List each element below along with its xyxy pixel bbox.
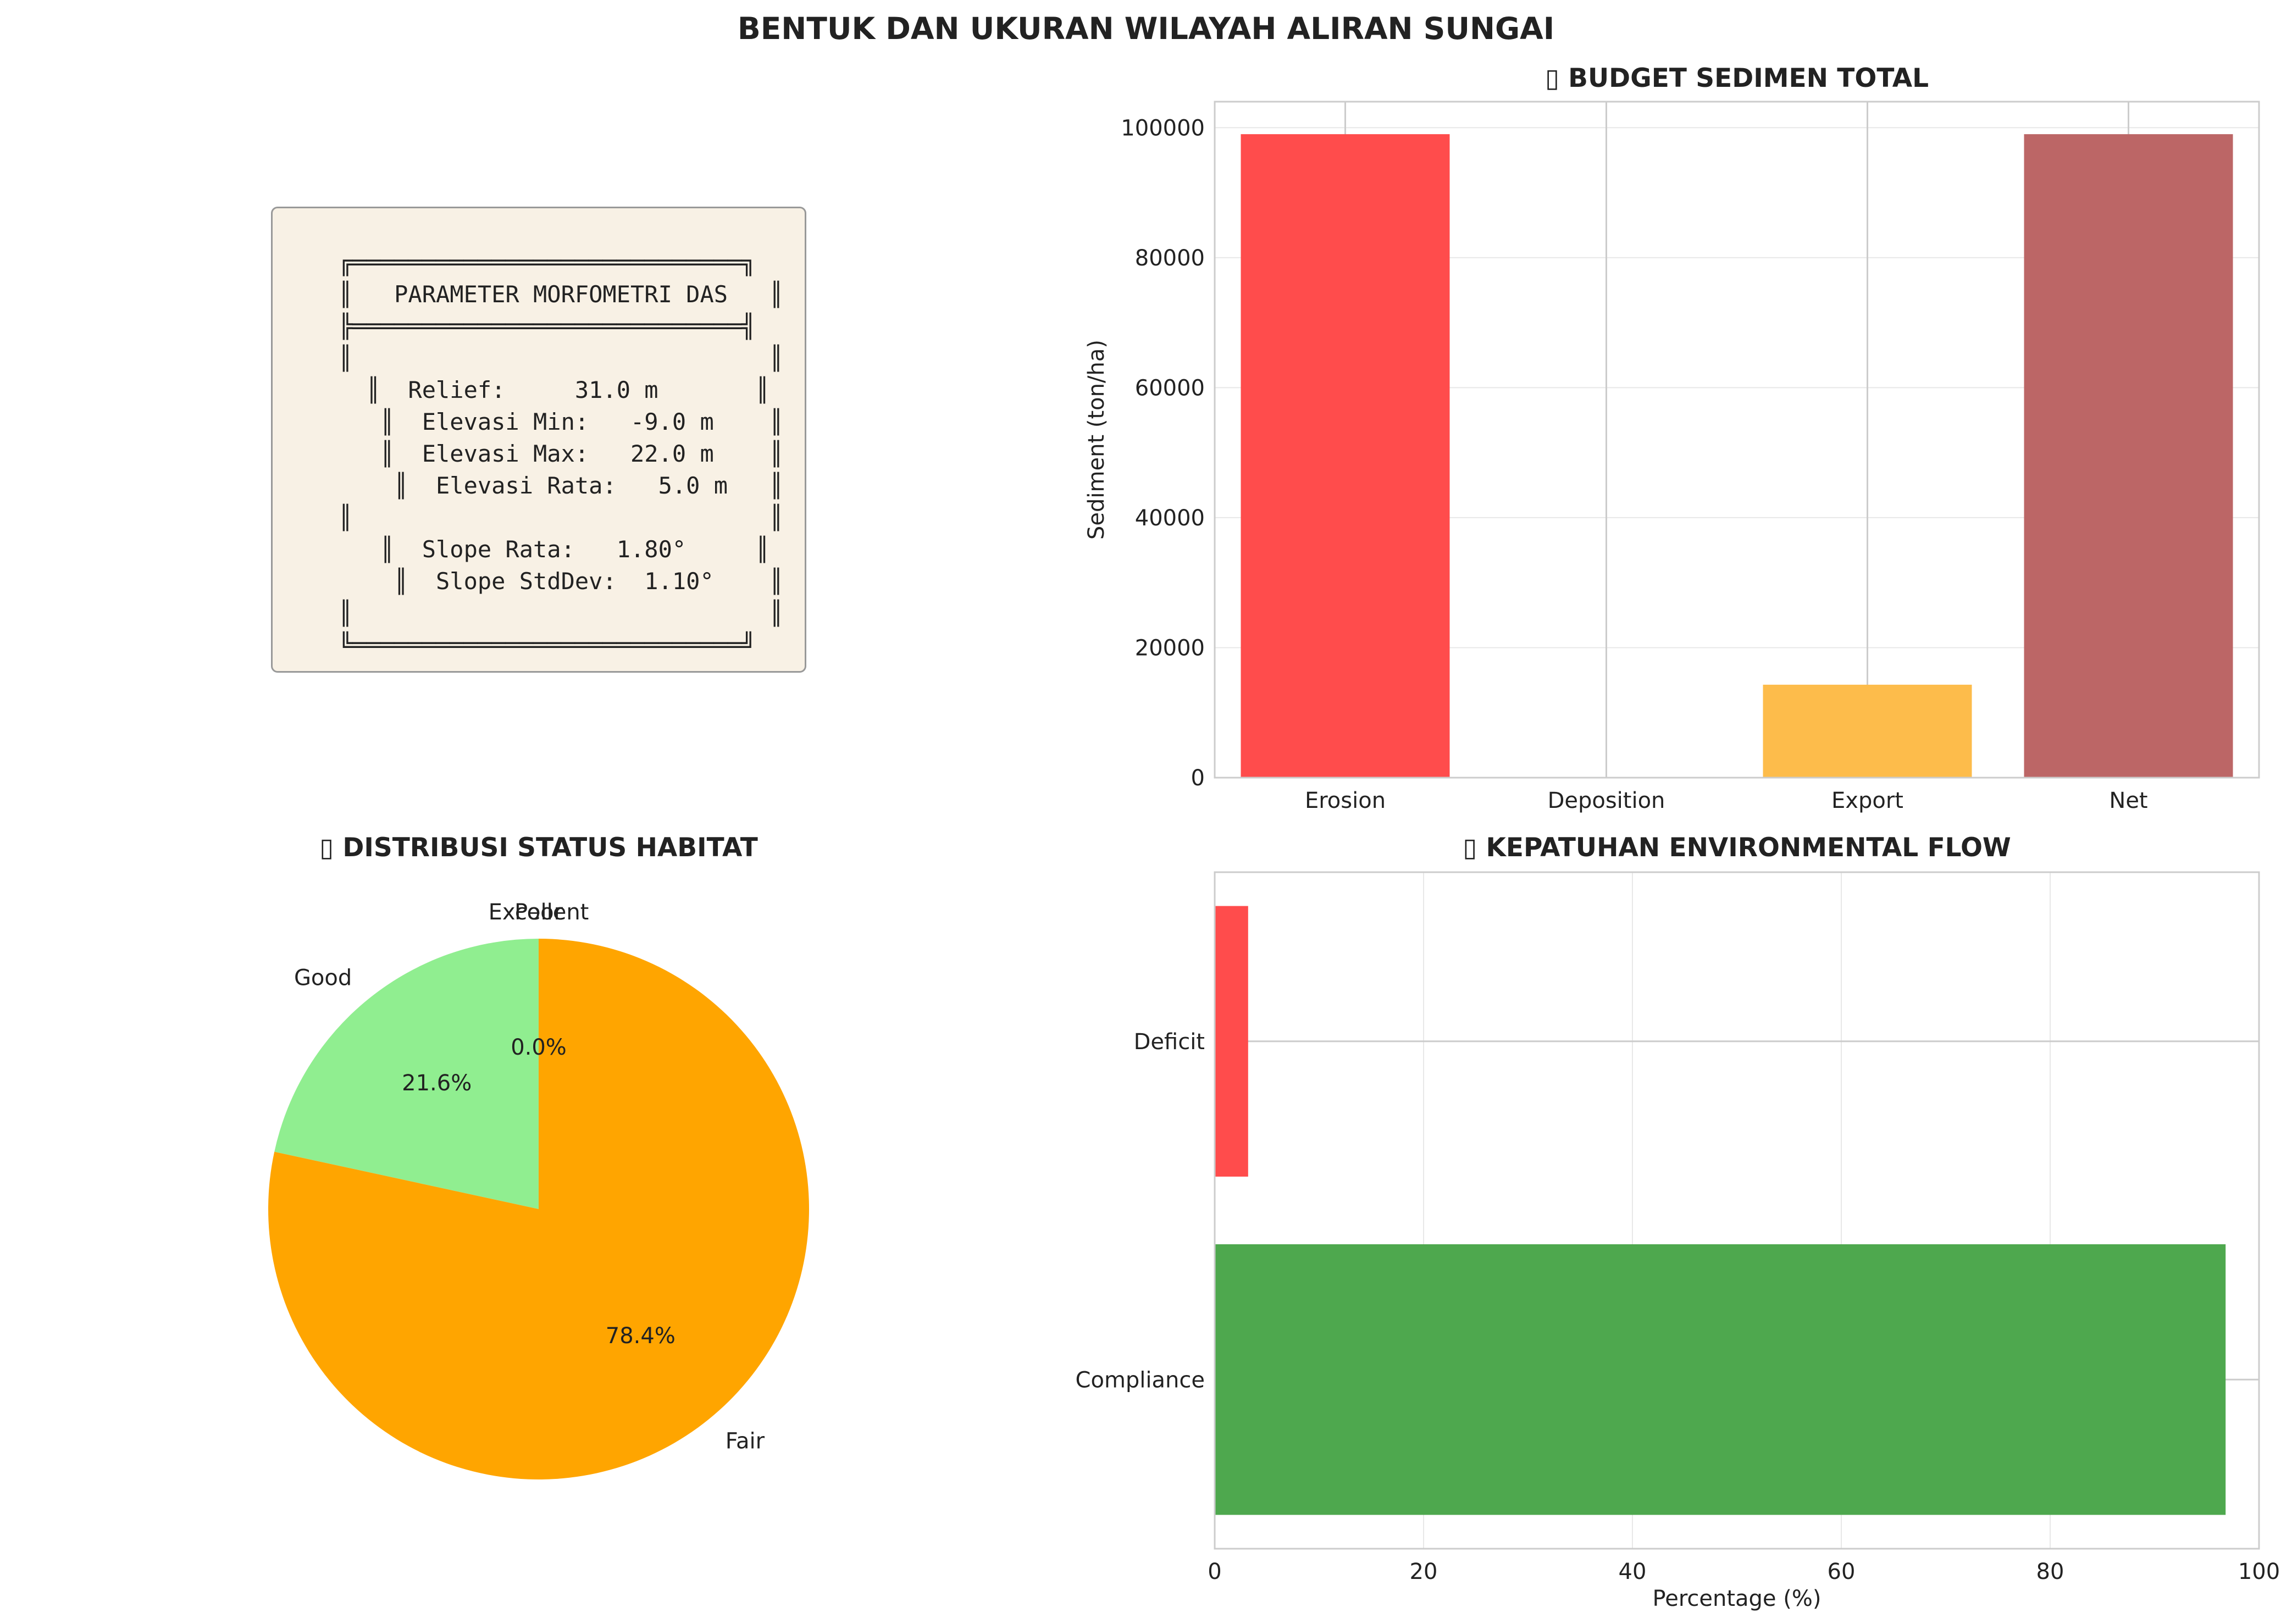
bar-chart-y-tick-label: 60000 [1135,375,1205,401]
bar-chart-y-tick-label: 100000 [1121,115,1205,141]
hbar-deficit [1215,906,1248,1177]
bar-chart-x-tick-label: Deposition [1548,788,1665,813]
hbar-chart-x-tick-label: 80 [2036,1559,2064,1584]
pie-slice-fair [268,939,809,1479]
bar-chart-y-axis-label: Sediment (ton/ha) [1084,340,1109,540]
hbar-chart-y-tick-label: Deficit [1134,1029,1205,1055]
pie-percent-label-good: 21.6% [402,1071,472,1096]
pie-chart-title: ▯ DISTRIBUSI STATUS HABITAT [319,833,758,863]
bar-chart-x-tick-label: Erosion [1305,788,1386,813]
bar-chart-frame [1214,101,2260,779]
hbar-chart-title: ▯ KEPATUHAN ENVIRONMENTAL FLOW [1463,833,2011,863]
hbar-chart-x-tick-label: 20 [1410,1559,1438,1584]
bar-chart-y-tick-label: 20000 [1135,635,1205,661]
pie-percent-label-poor: 0.0% [511,1035,567,1060]
pie-label-excellent: Excellent [489,900,589,925]
hbar-chart-frame [1214,871,2260,1550]
bar-erosion [1241,134,1450,778]
bar-chart-x-tick-label: Export [1831,788,1903,813]
pie-percent-label-fair: 78.4% [606,1323,676,1349]
pie-label-fair: Fair [726,1428,765,1454]
pie-slice-good [274,939,539,1209]
hbar-chart-x-tick-label: 60 [1828,1559,1856,1584]
bar-net [2024,134,2233,778]
hbar-chart-x-tick-label: 40 [1619,1559,1647,1584]
hbar-chart-x-tick-label: 100 [2238,1559,2280,1584]
hbar-chart-y-tick-label: Compliance [1076,1367,1205,1393]
morphometry-info-box: ╔════════════════════════════╗ ║ PARAMET… [271,207,806,673]
bar-export [1763,684,1972,778]
bar-chart-title: ▯ BUDGET SEDIMEN TOTAL [1545,63,1929,93]
pie-label-poor: Poor [514,900,563,925]
pie-label-good: Good [294,966,352,991]
hbar-compliance [1215,1244,2226,1515]
bar-chart-x-tick-label: Net [2109,788,2147,813]
bar-chart-y-tick-label: 40000 [1135,506,1205,531]
hbar-chart-x-tick-label: 0 [1208,1559,1221,1584]
bar-chart-y-tick-label: 0 [1191,766,1205,791]
figure-title: BENTUK DAN UKURAN WILAYAH ALIRAN SUNGAI [737,11,1555,46]
hbar-chart-x-axis-label: Percentage (%) [1653,1586,1822,1611]
bar-chart-y-tick-label: 80000 [1135,246,1205,271]
morphometry-parameters-text: ╔════════════════════════════╗ ║ PARAMET… [339,249,784,658]
